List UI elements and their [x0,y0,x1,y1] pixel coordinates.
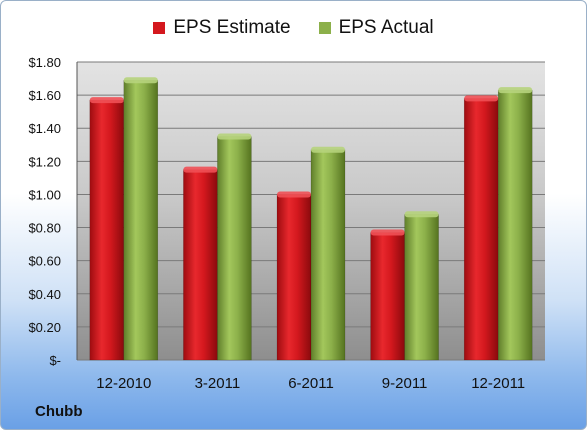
bar-top-estimate-3-2011 [183,166,218,173]
bar-top-estimate-12-2010 [89,97,124,104]
bar-top-actual-3-2011 [217,133,252,140]
y-tick-label: $0.20 [28,320,61,335]
y-tick-label: $1.60 [28,88,61,103]
y-tick-label: $1.80 [28,55,61,70]
bar-actual-12-2011 [497,89,533,361]
bar-top-estimate-12-2011 [464,95,499,102]
bar-actual-12-2010 [123,79,159,361]
bar-actual-3-2011 [217,136,252,361]
bar-top-actual-12-2011 [498,87,533,94]
bar-actual-6-2011 [310,149,346,361]
bar-top-actual-9-2011 [404,211,439,218]
bar-top-estimate-9-2011 [370,229,405,236]
y-tick-label: $0.80 [28,221,61,236]
bar-estimate-12-2011 [463,98,499,361]
bar-estimate-12-2010 [89,99,125,361]
bar-top-actual-12-2010 [123,77,158,84]
chart-legend: EPS Estimate EPS Actual [1,17,586,39]
bar-estimate-6-2011 [276,194,312,361]
legend-swatch-actual [318,22,331,34]
bar-actual-9-2011 [404,214,439,361]
x-tick-label: 9-2011 [382,375,428,392]
y-tick-label: $1.40 [28,121,61,136]
y-tick-label: $0.60 [28,254,61,269]
x-tick-label: 12-2011 [471,375,525,392]
x-tick-label: 3-2011 [195,375,241,392]
y-tick-label: $- [49,353,61,368]
y-tick-label: $1.00 [28,187,61,202]
legend-label-actual: EPS Actual [338,17,434,38]
bar-top-actual-6-2011 [311,146,345,153]
legend-label-estimate: EPS Estimate [173,17,291,38]
y-tick-label: $0.40 [28,287,61,302]
legend-item-estimate: EPS Estimate [153,17,291,39]
x-tick-label: 12-2010 [96,375,151,392]
bar-estimate-3-2011 [183,169,218,361]
bar-estimate-9-2011 [370,232,405,361]
company-name: Chubb [35,403,83,420]
legend-swatch-estimate [153,22,166,34]
x-tick-label: 6-2011 [288,375,334,392]
bar-top-estimate-6-2011 [277,191,311,198]
legend-item-actual: EPS Actual [318,17,434,39]
y-tick-label: $1.20 [28,154,61,169]
